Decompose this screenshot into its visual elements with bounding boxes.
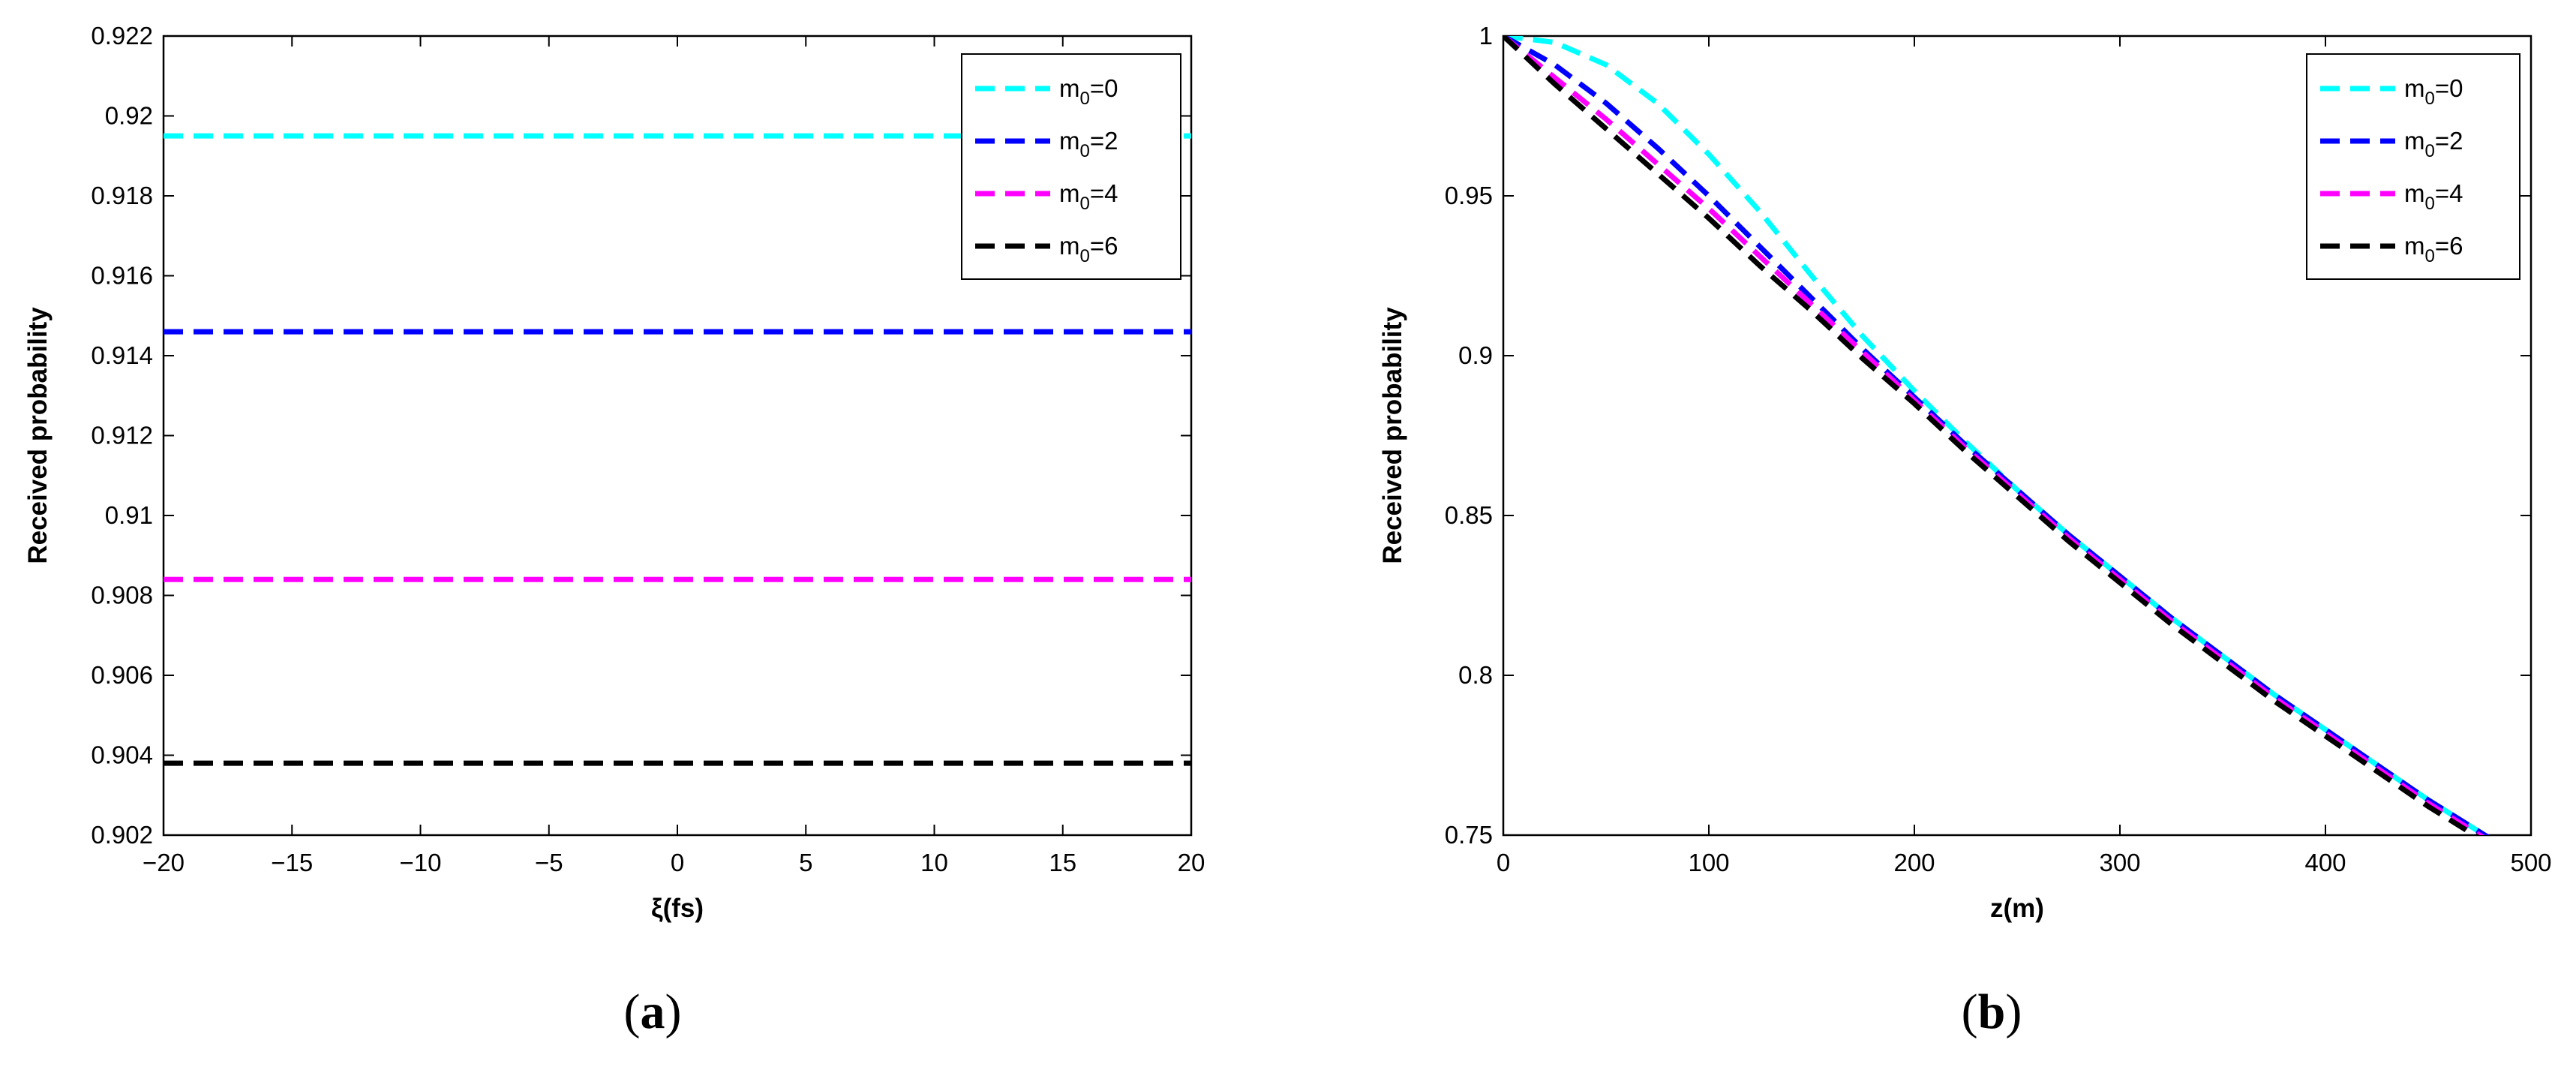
y-axis-label: Received probability <box>1378 307 1407 564</box>
x-tick-label: −5 <box>535 849 563 876</box>
chart-panel-a: −20 −15 −10 −5 0 5 10 15 20 0.902 0.904 0.906 0.908 0… <box>23 22 1205 1039</box>
y-tick-label: 0.92 <box>105 102 153 130</box>
y-tick-label: 0.904 <box>91 741 153 769</box>
y-tick-label: 0.85 <box>1445 501 1493 529</box>
y-tick-label: 0.902 <box>91 821 153 849</box>
chart-panel-b: 0 100 200 300 400 500 0.75 0.8 0.85 0.9 0.95 1 z(m) R… <box>1378 22 2552 1039</box>
panel-caption: (b) <box>1962 984 2022 1039</box>
legend-label: m0=6 <box>1059 232 1118 266</box>
x-tick-label: 20 <box>1178 849 1205 876</box>
legend-label: m0=6 <box>2404 232 2463 266</box>
x-axis-label: ξ(fs) <box>651 894 704 923</box>
y-tick-label: 0.908 <box>91 582 153 609</box>
x-tick-label: 5 <box>799 849 812 876</box>
legend-label: m0=0 <box>2404 74 2463 109</box>
series-line-m0=6 <box>1503 36 2480 835</box>
y-tick-label: 0.906 <box>91 661 153 689</box>
y-tick-label: 0.922 <box>91 22 153 50</box>
series-line-m0=4 <box>1503 36 2485 835</box>
legend: m0=0 m0=2 m0=4 m0=6 <box>961 53 1181 280</box>
x-tick-label: 15 <box>1049 849 1076 876</box>
x-tick-label: 200 <box>1893 849 1935 876</box>
x-tick-label: 300 <box>2099 849 2140 876</box>
y-tick-label: 0.916 <box>91 262 153 290</box>
y-tick-label: 0.9 <box>1458 341 1493 369</box>
y-tick-label: 0.914 <box>91 341 153 369</box>
x-tick-label: 0 <box>671 849 684 876</box>
legend-box <box>2306 53 2520 280</box>
x-tick-label: 500 <box>2510 849 2551 876</box>
legend-label: m0=4 <box>1059 179 1118 214</box>
series-line-m0=0 <box>1503 36 2490 835</box>
x-tick-label: −10 <box>400 849 442 876</box>
y-tick-label: 0.91 <box>105 501 153 529</box>
legend: m0=0 m0=2 m0=4 m0=6 <box>2306 53 2520 280</box>
y-axis-label: Received probability <box>23 307 53 564</box>
x-tick-label: −15 <box>271 849 313 876</box>
x-tick-label: 0 <box>1497 849 1510 876</box>
panel-caption: (a) <box>624 984 682 1039</box>
y-tick-label: 1 <box>1479 22 1493 50</box>
x-tick-label: 100 <box>1688 849 1729 876</box>
x-tick-label: −20 <box>143 849 185 876</box>
y-tick-label: 0.8 <box>1458 661 1493 689</box>
legend-label: m0=2 <box>1059 127 1118 161</box>
y-tick-label: 0.912 <box>91 422 153 449</box>
x-tick-label: 400 <box>2304 849 2346 876</box>
y-tick-label: 0.918 <box>91 182 153 209</box>
x-axis-label: z(m) <box>1990 894 2044 923</box>
legend-label: m0=4 <box>2404 179 2463 214</box>
legend-label: m0=2 <box>2404 127 2463 161</box>
y-tick-label: 0.75 <box>1445 821 1493 849</box>
legend-box <box>961 53 1181 280</box>
legend-label: m0=0 <box>1059 74 1118 109</box>
y-tick-label: 0.95 <box>1445 182 1493 209</box>
x-tick-label: 10 <box>920 849 948 876</box>
